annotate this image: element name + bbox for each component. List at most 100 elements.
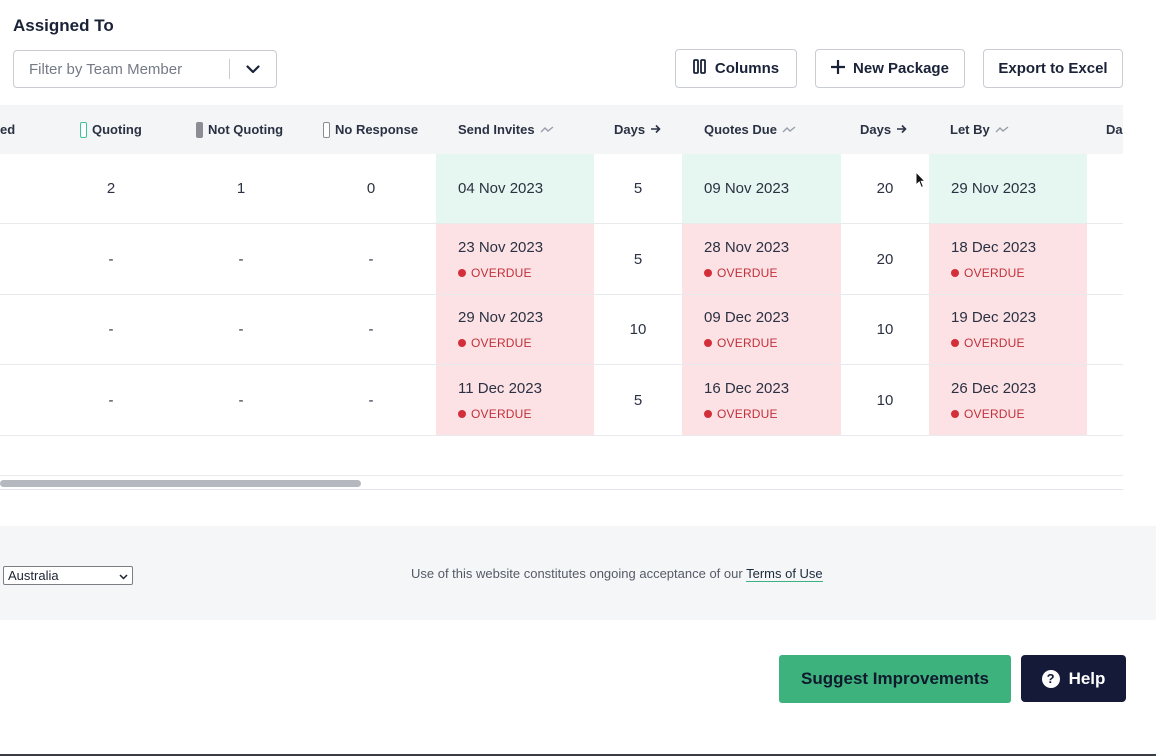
column-header-label: ed bbox=[0, 122, 16, 137]
no-response-legend-swatch bbox=[323, 121, 330, 138]
overdue-label: OVERDUE bbox=[471, 406, 532, 421]
quoting-count: - bbox=[108, 321, 114, 338]
overdue-dot-icon bbox=[704, 339, 712, 347]
chevron-down-icon bbox=[119, 568, 128, 583]
sort-icon[interactable] bbox=[540, 122, 554, 137]
help-label: Help bbox=[1068, 668, 1106, 688]
arrow-right-icon bbox=[896, 122, 907, 137]
sort-icon[interactable] bbox=[782, 122, 796, 137]
overdue-label: OVERDUE bbox=[471, 336, 532, 350]
scrollbar-thumb[interactable] bbox=[0, 480, 361, 487]
packages-table: ed Quoting Not Quoting No Response Send … bbox=[0, 105, 1123, 490]
send-invites-date[interactable]: 04 Nov 2023 bbox=[436, 154, 594, 223]
not-quoting-count: - bbox=[238, 391, 244, 409]
not-quoting-count: - bbox=[238, 321, 244, 338]
date-value: 04 Nov 2023 bbox=[458, 180, 544, 197]
overdue-label: OVERDUE bbox=[964, 336, 1025, 350]
team-member-filter-input[interactable] bbox=[14, 60, 230, 78]
column-header-partial-right[interactable]: Da bbox=[1106, 105, 1123, 154]
let-by-date[interactable]: 19 Dec 2023 OVERDUE bbox=[929, 295, 1087, 364]
overdue-badge: OVERDUE bbox=[458, 336, 594, 350]
column-header-quotes-due[interactable]: Quotes Due bbox=[704, 105, 796, 154]
footer-legal-copy: Use of this website constitutes ongoing … bbox=[411, 566, 743, 581]
days-value: 20 bbox=[876, 180, 894, 197]
overdue-badge: OVERDUE bbox=[704, 336, 841, 350]
help-button[interactable]: ? Help bbox=[1021, 655, 1126, 702]
no-response-count: 0 bbox=[366, 180, 376, 197]
export-to-excel-button[interactable]: Export to Excel bbox=[983, 49, 1123, 88]
overdue-dot-icon bbox=[458, 268, 466, 277]
column-header-label: Send Invites bbox=[458, 122, 535, 137]
column-header-let-by[interactable]: Let By bbox=[950, 105, 1009, 154]
days-value: 5 bbox=[633, 391, 643, 409]
overdue-badge: OVERDUE bbox=[704, 407, 841, 421]
column-header-not-quoting[interactable]: Not Quoting bbox=[196, 105, 283, 154]
columns-icon bbox=[693, 59, 707, 78]
quotes-due-date[interactable]: 28 Nov 2023 OVERDUE bbox=[682, 224, 841, 294]
mouse-cursor-icon bbox=[915, 170, 927, 194]
quotes-due-date[interactable]: 09 Nov 2023 bbox=[682, 154, 841, 223]
not-quoting-count: - bbox=[238, 250, 244, 268]
days-value: 10 bbox=[629, 321, 647, 338]
plus-icon bbox=[830, 58, 846, 78]
overdue-label: OVERDUE bbox=[717, 336, 778, 350]
column-header-label: Let By bbox=[950, 122, 990, 137]
table-row[interactable]: 2 1 0 04 Nov 2023 5 09 Nov 2023 20 29 No… bbox=[0, 154, 1123, 224]
overdue-dot-icon bbox=[951, 268, 959, 277]
columns-button[interactable]: Columns bbox=[675, 49, 797, 88]
days-value: 10 bbox=[876, 391, 894, 409]
send-invites-date[interactable]: 29 Nov 2023 OVERDUE bbox=[436, 295, 594, 364]
table-row[interactable]: - - - 23 Nov 2023 OVERDUE 5 28 Nov 2023 … bbox=[0, 224, 1123, 295]
column-header-label: Quotes Due bbox=[704, 122, 777, 137]
column-header-label: Da bbox=[1106, 122, 1123, 137]
column-header-days-2[interactable]: Days bbox=[860, 105, 907, 154]
days-value: 5 bbox=[633, 180, 643, 197]
date-value: 09 Dec 2023 bbox=[704, 309, 790, 326]
column-header-send-invites[interactable]: Send Invites bbox=[458, 105, 554, 154]
table-row[interactable]: - - - 11 Dec 2023 OVERDUE 5 16 Dec 2023 … bbox=[0, 365, 1123, 436]
let-by-date[interactable]: 26 Dec 2023 OVERDUE bbox=[929, 365, 1087, 435]
suggest-improvements-button[interactable]: Suggest Improvements bbox=[779, 655, 1011, 703]
column-header-partial[interactable]: ed bbox=[0, 105, 15, 154]
horizontal-scrollbar[interactable] bbox=[0, 475, 1123, 489]
assigned-to-heading: Assigned To bbox=[13, 16, 114, 35]
send-invites-date[interactable]: 23 Nov 2023 OVERDUE bbox=[436, 224, 594, 294]
country-select[interactable]: Australia bbox=[3, 566, 133, 585]
column-header-no-response[interactable]: No Response bbox=[323, 105, 418, 154]
send-invites-date[interactable]: 11 Dec 2023 OVERDUE bbox=[436, 365, 594, 435]
overdue-label: OVERDUE bbox=[471, 265, 532, 280]
date-value: 11 Dec 2023 bbox=[458, 379, 542, 397]
column-header-quoting[interactable]: Quoting bbox=[80, 105, 142, 154]
chevron-down-icon[interactable] bbox=[230, 51, 276, 87]
column-header-label: Days bbox=[860, 122, 892, 137]
terms-of-use-link[interactable]: Terms of Use bbox=[746, 566, 823, 582]
country-selected-value: Australia bbox=[8, 568, 59, 583]
overdue-dot-icon bbox=[458, 339, 466, 347]
let-by-date[interactable]: 18 Dec 2023 OVERDUE bbox=[929, 224, 1087, 294]
column-header-label: Not Quoting bbox=[208, 122, 284, 137]
sort-icon[interactable] bbox=[995, 122, 1009, 137]
quoting-count: - bbox=[108, 250, 114, 268]
no-response-count: - bbox=[368, 321, 374, 338]
date-value: 28 Nov 2023 bbox=[704, 238, 790, 256]
column-header-label: No Response bbox=[335, 122, 419, 137]
overdue-dot-icon bbox=[951, 339, 959, 347]
column-header-days-1[interactable]: Days bbox=[614, 105, 661, 154]
overdue-label: OVERDUE bbox=[964, 406, 1025, 421]
overdue-dot-icon bbox=[951, 409, 959, 418]
footer: Australia Use of this website constitute… bbox=[0, 526, 1156, 620]
overdue-badge: OVERDUE bbox=[951, 336, 1087, 350]
table-row[interactable]: - - - 29 Nov 2023 OVERDUE 10 09 Dec 2023… bbox=[0, 295, 1123, 365]
overdue-badge: OVERDUE bbox=[458, 266, 594, 280]
let-by-date[interactable]: 29 Nov 2023 bbox=[929, 154, 1087, 223]
quotes-due-date[interactable]: 09 Dec 2023 OVERDUE bbox=[682, 295, 841, 364]
quotes-due-date[interactable]: 16 Dec 2023 OVERDUE bbox=[682, 365, 841, 435]
overdue-label: OVERDUE bbox=[717, 406, 778, 421]
new-package-button[interactable]: New Package bbox=[815, 49, 965, 88]
question-icon: ? bbox=[1041, 669, 1060, 688]
date-value: 09 Nov 2023 bbox=[704, 180, 790, 197]
team-member-filter[interactable] bbox=[13, 50, 277, 88]
overdue-badge: OVERDUE bbox=[951, 266, 1087, 280]
overdue-dot-icon bbox=[458, 409, 466, 418]
